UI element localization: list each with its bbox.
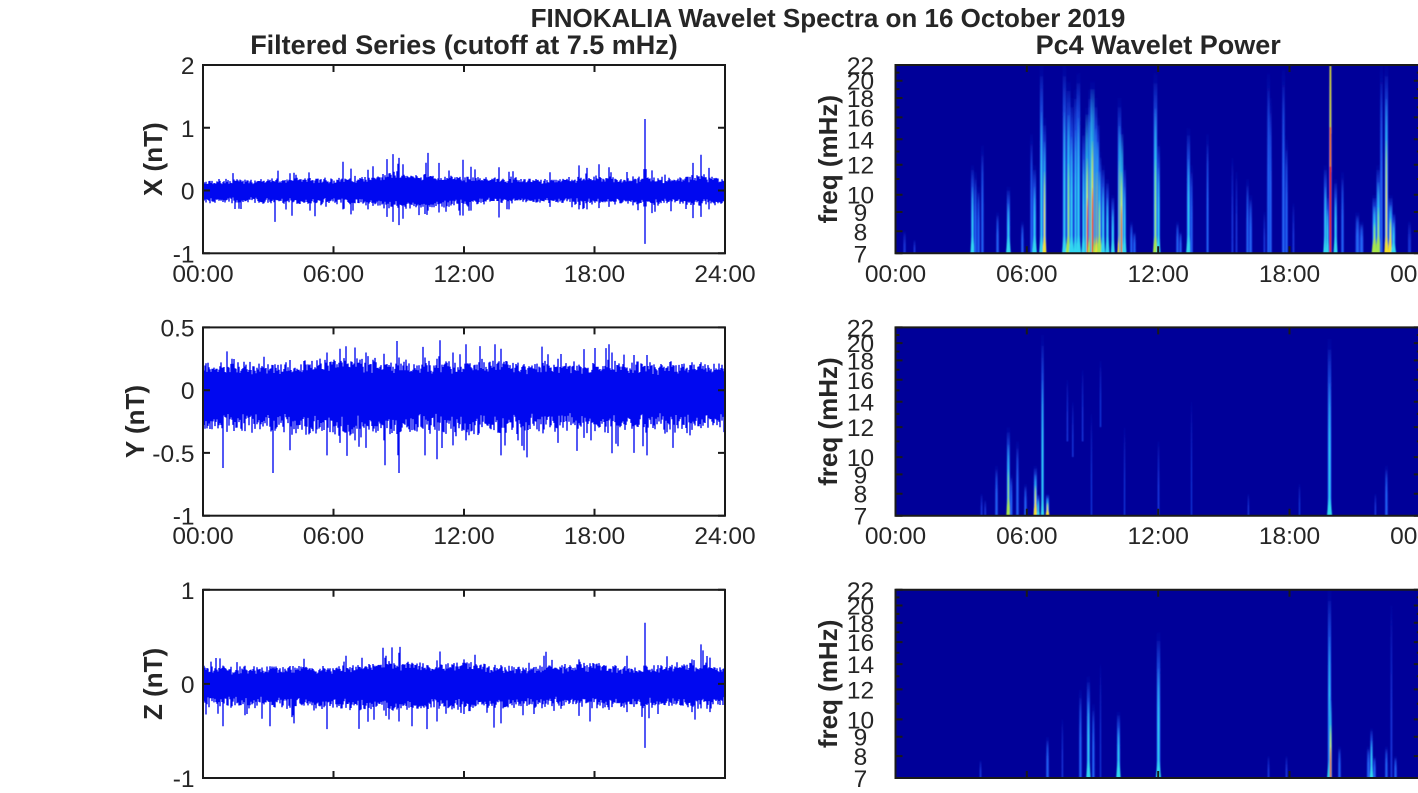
svg-text:0: 0 (181, 179, 195, 206)
svg-text:0.5: 0.5 (160, 315, 194, 342)
svg-text:12: 12 (847, 415, 874, 442)
svg-text:12:00: 12:00 (1128, 261, 1189, 288)
svg-text:1: 1 (181, 116, 195, 143)
svg-text:7: 7 (854, 766, 868, 788)
svg-text:18:00: 18:00 (1259, 261, 1320, 288)
svg-text:Y (nT): Y (nT) (120, 385, 150, 458)
svg-text:14: 14 (847, 127, 874, 154)
svg-text:freq (mHz): freq (mHz) (813, 95, 843, 224)
svg-text:24:00: 24:00 (694, 261, 755, 288)
svg-text:12: 12 (847, 153, 874, 180)
svg-text:18:00: 18:00 (564, 523, 625, 550)
svg-text:freq (mHz): freq (mHz) (813, 620, 843, 749)
svg-text:00:00: 00:00 (1390, 261, 1418, 288)
svg-text:2: 2 (181, 53, 195, 80)
svg-text:X (nT): X (nT) (138, 122, 168, 196)
svg-text:12:00: 12:00 (433, 523, 494, 550)
svg-text:12: 12 (847, 677, 874, 704)
svg-text:Filtered Series (cutoff at 7.5: Filtered Series (cutoff at 7.5 mHz) (250, 30, 678, 60)
svg-text:00:00: 00:00 (865, 523, 926, 550)
svg-text:24:00: 24:00 (694, 523, 755, 550)
svg-text:-0.5: -0.5 (152, 441, 194, 468)
svg-text:Z (nT): Z (nT) (138, 648, 168, 720)
svg-text:00:00: 00:00 (172, 523, 233, 550)
svg-text:freq (mHz): freq (mHz) (813, 357, 843, 486)
svg-text:06:00: 06:00 (996, 523, 1057, 550)
svg-text:00:00: 00:00 (172, 261, 233, 288)
svg-text:06:00: 06:00 (303, 261, 364, 288)
svg-text:14: 14 (847, 652, 874, 679)
svg-text:0: 0 (181, 672, 195, 699)
svg-text:12:00: 12:00 (1128, 523, 1189, 550)
svg-text:0: 0 (181, 378, 195, 405)
svg-text:Pc4 Wavelet Power: Pc4 Wavelet Power (1036, 30, 1282, 60)
svg-text:FINOKALIA Wavelet Spectra on 1: FINOKALIA Wavelet Spectra on 16 October … (531, 3, 1126, 33)
svg-text:14: 14 (847, 390, 874, 417)
svg-text:18:00: 18:00 (1259, 523, 1320, 550)
svg-text:12:00: 12:00 (433, 261, 494, 288)
svg-text:-1: -1 (173, 766, 195, 788)
svg-text:06:00: 06:00 (996, 261, 1057, 288)
svg-text:1: 1 (181, 578, 195, 605)
svg-text:00:00: 00:00 (1390, 523, 1418, 550)
svg-text:00:00: 00:00 (865, 261, 926, 288)
svg-text:18:00: 18:00 (564, 261, 625, 288)
svg-text:06:00: 06:00 (303, 523, 364, 550)
